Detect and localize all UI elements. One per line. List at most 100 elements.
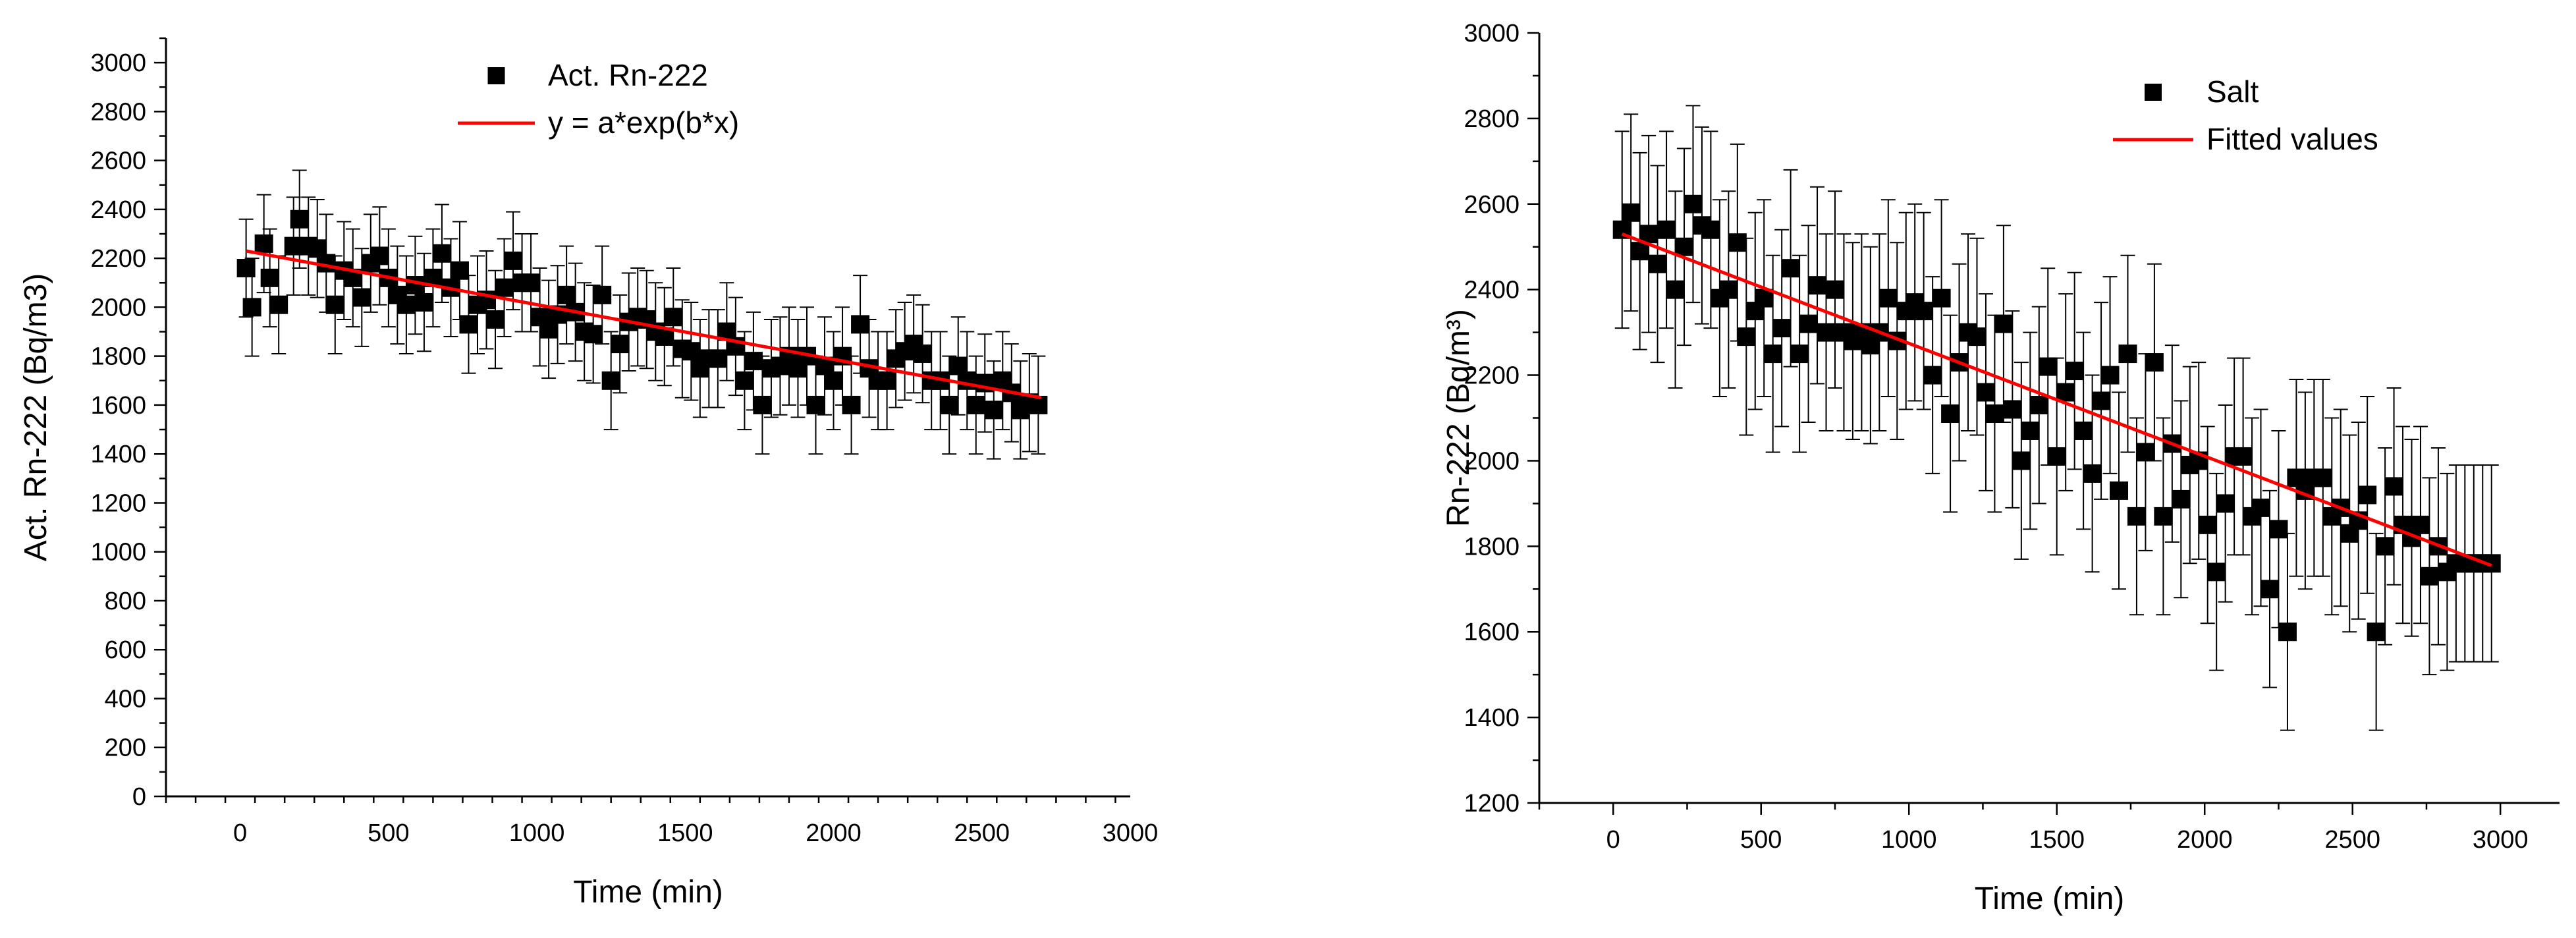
data-point	[611, 335, 630, 354]
y-tick-label: 0	[132, 783, 146, 811]
data-point	[1029, 395, 1048, 414]
legend-label: Act. Rn-222	[548, 58, 708, 92]
data-point	[682, 342, 701, 361]
y-tick-label: 1600	[1464, 619, 1520, 646]
y-tick-label: 3000	[90, 49, 146, 77]
data-point	[1781, 259, 1800, 278]
data-point	[495, 278, 514, 297]
data-point	[290, 209, 309, 229]
fit-line	[246, 249, 1042, 400]
data-point	[708, 349, 727, 368]
data-point	[877, 371, 896, 390]
data-point	[1622, 203, 1641, 222]
data-point	[1914, 302, 1933, 321]
data-point	[2039, 357, 2058, 376]
data-point	[406, 276, 425, 295]
data-point	[1808, 276, 1827, 295]
data-point	[806, 395, 825, 414]
data-point	[2260, 580, 2279, 599]
x-tick-label: 3000	[2473, 826, 2529, 854]
data-point	[1657, 220, 1676, 239]
data-point	[2154, 507, 2173, 526]
data-point	[2047, 447, 2066, 466]
y-tick-label: 2800	[1464, 105, 1520, 133]
data-point	[1976, 383, 1995, 402]
data-point	[2074, 421, 2093, 440]
data-point	[2056, 383, 2075, 402]
data-point	[2198, 515, 2217, 534]
x-tick-label: 2000	[806, 819, 862, 847]
data-point	[958, 371, 977, 390]
data-point	[2376, 537, 2395, 556]
data-point	[2110, 481, 2129, 500]
x-tick-label: 2000	[2177, 826, 2233, 854]
y-tick-label: 600	[105, 636, 146, 664]
y-tick-label: 1200	[1464, 790, 1520, 817]
data-point	[557, 285, 576, 304]
legend-label: Fitted values	[2206, 122, 2378, 156]
data-point	[486, 310, 505, 329]
series-2	[1621, 232, 2492, 567]
data-point	[940, 395, 959, 414]
x-tick-label: 2500	[954, 819, 1010, 847]
data-point	[2092, 391, 2111, 410]
x-tick-label: 1000	[1881, 826, 1937, 854]
data-point	[1967, 327, 1987, 346]
y-tick-label: 1800	[1464, 533, 1520, 561]
data-point	[325, 295, 344, 314]
data-point	[913, 344, 932, 363]
chart-1: 0 200 400 600 800 1000 1200 1400 1600 1800 2000 220…	[18, 37, 1158, 910]
data-point	[432, 244, 451, 263]
data-point	[851, 315, 870, 334]
y-axis-title: Act. Rn-222 (Bq/m3)	[18, 273, 53, 561]
x-tick-label: 500	[368, 819, 409, 847]
data-point	[1684, 194, 1703, 213]
data-point	[450, 261, 469, 280]
y-tick-label: 2000	[1464, 447, 1520, 475]
data-point	[1701, 220, 1720, 239]
data-point	[1737, 327, 1756, 346]
fit-line	[1621, 232, 2492, 567]
y-tick-label: 1800	[90, 343, 146, 371]
data-point	[1763, 345, 1782, 364]
y-tick-label: 2400	[1464, 277, 1520, 304]
y-tick-label: 2000	[90, 294, 146, 321]
data-point	[2207, 563, 2226, 582]
data-point	[254, 234, 273, 253]
data-point	[2313, 468, 2332, 487]
data-point	[2083, 464, 2102, 483]
y-tick-label: 2600	[90, 148, 146, 175]
chart-2: 1200 1400 1600 1800 2000 2200 2400 2600 2800 3000…	[1441, 20, 2560, 916]
data-point	[2145, 353, 2164, 372]
data-point	[1666, 280, 1685, 299]
legend-label: Salt	[2206, 74, 2259, 109]
y-tick-label: 2400	[90, 196, 146, 224]
y-tick-label: 1400	[1464, 704, 1520, 732]
x-tick-label: 1000	[509, 819, 565, 847]
y-tick-label: 800	[105, 588, 146, 615]
x-tick-label: 0	[233, 819, 247, 847]
data-point	[584, 325, 603, 344]
data-point	[2100, 366, 2120, 385]
data-point	[522, 273, 541, 292]
data-point	[664, 308, 683, 327]
x-tick-label: 1500	[657, 819, 713, 847]
data-point	[2172, 489, 2191, 509]
data-point	[2012, 451, 2031, 470]
data-point	[744, 352, 763, 371]
y-tick-label: 1600	[90, 392, 146, 420]
data-point	[2021, 421, 2040, 440]
legend: Salt Fitted values	[2113, 74, 2378, 156]
data-point	[2358, 485, 2377, 505]
data-point	[269, 295, 288, 314]
x-tick-label: 0	[1606, 826, 1620, 854]
y-tick-label: 2200	[1464, 362, 1520, 390]
data-point	[397, 295, 416, 314]
data-point	[2278, 622, 2297, 642]
data-point	[1985, 404, 2004, 424]
data-point	[2233, 447, 2253, 466]
y-tick-label: 1000	[90, 539, 146, 566]
data-point	[260, 268, 279, 287]
series-1	[236, 169, 1048, 460]
